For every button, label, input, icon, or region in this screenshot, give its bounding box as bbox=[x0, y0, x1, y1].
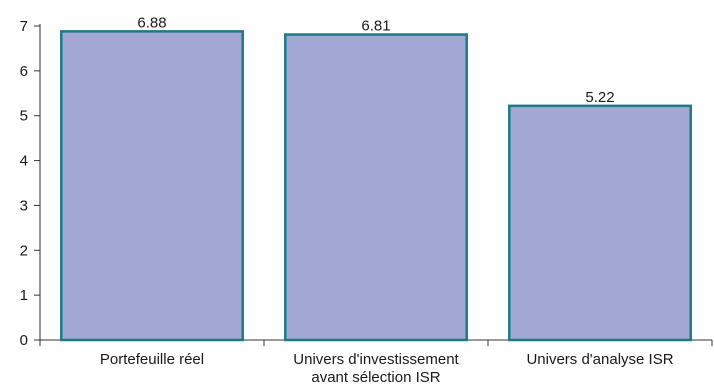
category-label: Univers d'investissement avant sélection … bbox=[293, 351, 459, 386]
category-label: Portefeuille réel bbox=[100, 351, 204, 368]
y-tick-label: 6 bbox=[20, 63, 28, 80]
y-tick-label: 1 bbox=[20, 287, 28, 304]
data-label: 5.22 bbox=[585, 89, 614, 106]
y-axis: 0 1 2 3 4 5 6 7 bbox=[20, 18, 41, 349]
category-label-line: Univers d'investissement bbox=[293, 351, 459, 368]
category-label: Univers d'analyse ISR bbox=[526, 351, 673, 368]
y-tick-label: 0 bbox=[20, 332, 28, 349]
y-tick-label: 5 bbox=[20, 108, 28, 125]
bar bbox=[60, 30, 244, 342]
category-label-line: avant sélection ISR bbox=[311, 369, 440, 386]
y-tick-label: 4 bbox=[20, 153, 28, 170]
y-tick-label: 7 bbox=[20, 18, 28, 35]
data-labels: 6.88 6.81 5.22 bbox=[137, 14, 614, 105]
data-label: 6.88 bbox=[137, 14, 166, 31]
category-label-line: Univers d'analyse ISR bbox=[526, 351, 673, 368]
category-label-line: Portefeuille réel bbox=[100, 351, 204, 368]
x-axis: Portefeuille réel Univers d'investissemen… bbox=[39, 339, 713, 386]
bar bbox=[508, 104, 692, 342]
y-tick-label: 2 bbox=[20, 242, 28, 259]
bar bbox=[284, 33, 468, 342]
data-label: 6.81 bbox=[361, 18, 390, 35]
y-tick-label: 3 bbox=[20, 197, 28, 214]
bars bbox=[60, 30, 692, 342]
